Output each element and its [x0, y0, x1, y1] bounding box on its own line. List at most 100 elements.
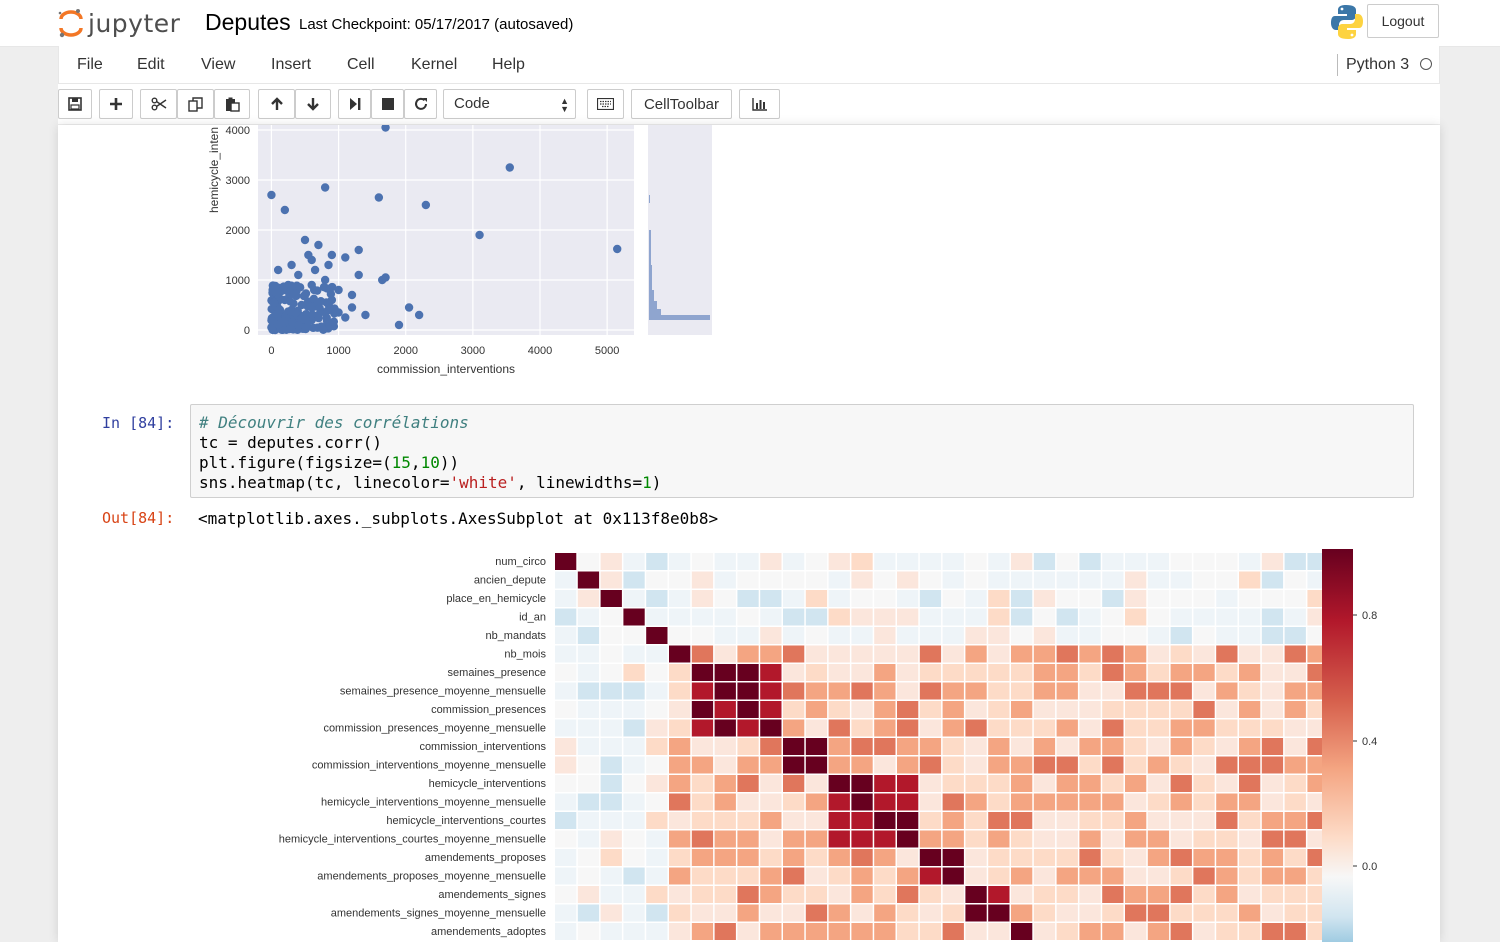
menu-edit[interactable]: Edit [137, 56, 165, 73]
heatmap-cell [600, 923, 622, 940]
heatmap-cell [1079, 627, 1101, 644]
copy-button[interactable] [177, 89, 214, 119]
save-icon [68, 97, 82, 111]
heatmap-cell [783, 923, 805, 940]
chart-button[interactable] [739, 89, 780, 119]
heatmap-cell [1261, 775, 1284, 792]
heatmap-cell [919, 867, 942, 885]
heatmap-cell [897, 830, 919, 848]
scatter-point [274, 308, 283, 318]
heatmap-cell [1147, 571, 1170, 589]
menu-file[interactable]: File [77, 56, 103, 73]
heatmap-cell [760, 645, 782, 663]
scatter-point [300, 235, 310, 245]
heatmap-cell [1079, 701, 1101, 718]
scatter-point [322, 284, 332, 293]
heatmap-cell [714, 608, 736, 626]
scatter-point [314, 240, 323, 250]
scatter-point [285, 289, 295, 299]
insert-cell-button[interactable] [99, 89, 133, 119]
heatmap-cell [965, 645, 987, 663]
heatmap-cell [897, 738, 919, 755]
cell-type-select[interactable]: Code ▲ ▼ [443, 89, 576, 119]
heatmap-cell [1079, 553, 1101, 570]
heatmap-cell [1261, 904, 1284, 922]
notebook-title[interactable]: Deputes [205, 9, 291, 35]
heatmap-cell [577, 553, 600, 570]
heatmap-cell [669, 645, 691, 663]
cut-icon [151, 97, 166, 111]
scatter-point [294, 321, 303, 330]
heatmap-cell [783, 682, 805, 700]
heatmap-cell [919, 682, 942, 700]
heatmap-cell [1056, 590, 1078, 607]
heatmap-cell [1239, 886, 1261, 903]
restart-button[interactable] [404, 89, 437, 119]
heatmap-cell [1033, 701, 1056, 718]
notebook-container[interactable]: hemicycle_inten commission_interventions… [58, 125, 1440, 942]
celltoolbar-button[interactable]: CellToolbar [631, 89, 732, 119]
heatmap-cell [646, 627, 668, 644]
menu-view[interactable]: View [201, 56, 236, 73]
heatmap-cell [1193, 553, 1215, 570]
heatmap-cell [1125, 923, 1147, 940]
heatmap-cell [1284, 923, 1306, 940]
code-editor[interactable]: # Découvrir des corrélations tc = depute… [190, 404, 1414, 498]
heatmap-cell [897, 886, 919, 903]
heatmap-cell [1079, 867, 1101, 885]
heatmap-cell [1284, 793, 1306, 811]
code-token: ) [651, 473, 662, 492]
heatmap-cell [1170, 719, 1192, 737]
menu-help[interactable]: Help [492, 56, 525, 73]
heatmap-cell [1033, 682, 1056, 700]
menu-kernel[interactable]: Kernel [411, 56, 458, 73]
scatter-point [381, 273, 390, 282]
heatmap-cell [1261, 571, 1284, 589]
heatmap-cell [919, 886, 942, 903]
scatter-xlabel: commission_interventions [377, 362, 515, 376]
scatter-point [354, 270, 363, 280]
heatmap-cell [1261, 553, 1284, 570]
paste-button[interactable] [214, 89, 250, 119]
heatmap-row-label: commission_presences_moyenne_mensuelle [323, 723, 546, 735]
heatmap-cell [783, 627, 805, 644]
heatmap-cell [669, 590, 691, 607]
menu-cell[interactable]: Cell [347, 56, 375, 73]
heatmap-cell [1079, 830, 1101, 848]
command-palette-button[interactable] [587, 89, 624, 119]
heatmap-cell [965, 738, 987, 755]
heatmap-cell [1033, 719, 1056, 737]
menu-insert[interactable]: Insert [271, 56, 312, 73]
heatmap-row-label: ancien_depute [474, 575, 546, 587]
heatmap-cell [828, 608, 850, 626]
heatmap-cell [828, 719, 850, 737]
heatmap-cell [623, 590, 645, 607]
interrupt-button[interactable] [371, 89, 404, 119]
jupyter-logo[interactable]: jupyter [58, 6, 180, 40]
logout-button[interactable]: Logout [1367, 4, 1439, 38]
heatmap-cell [1102, 849, 1124, 866]
heatmap-cell [988, 904, 1010, 922]
heatmap-cell [897, 775, 919, 792]
move-down-button[interactable] [295, 89, 331, 119]
heatmap-cell [965, 812, 987, 829]
cut-button[interactable] [140, 89, 177, 119]
heatmap-cell [646, 886, 668, 903]
heatmap-cell [783, 738, 805, 755]
save-button[interactable] [58, 89, 92, 119]
heatmap-cell [1261, 793, 1284, 811]
heatmap-cell [1079, 571, 1101, 589]
run-button[interactable] [338, 89, 371, 119]
heatmap-cell [897, 608, 919, 626]
heatmap-cell [623, 627, 645, 644]
code-line-2: tc = deputes.corr() [199, 433, 383, 452]
move-up-button[interactable] [258, 89, 295, 119]
heatmap-cells [555, 553, 1329, 940]
heatmap-cell [919, 608, 942, 626]
heatmap-cell [897, 793, 919, 811]
heatmap-cell [828, 738, 850, 755]
colorbar [1322, 549, 1353, 942]
scatter-grid [258, 125, 634, 335]
heatmap-cell [555, 664, 577, 681]
heatmap-cell [919, 645, 942, 663]
